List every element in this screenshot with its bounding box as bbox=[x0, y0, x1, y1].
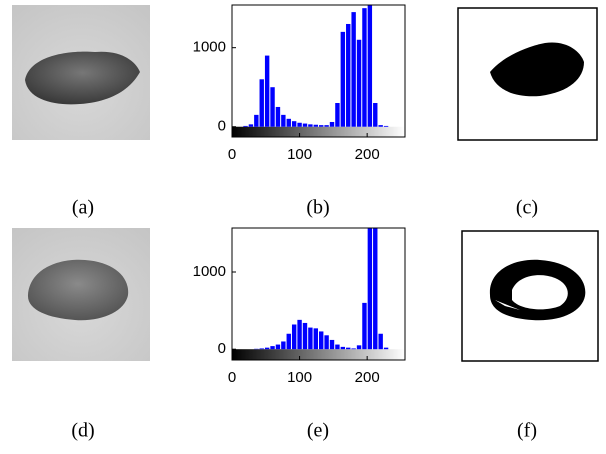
bar bbox=[297, 320, 301, 349]
bar bbox=[324, 125, 328, 127]
bar bbox=[260, 348, 264, 349]
bar bbox=[341, 347, 345, 349]
bar bbox=[319, 125, 323, 127]
bar bbox=[341, 32, 345, 127]
bar bbox=[373, 103, 377, 127]
bar bbox=[335, 345, 339, 350]
x-tick-label: 100 bbox=[287, 146, 312, 163]
bars bbox=[243, 5, 388, 127]
bar bbox=[270, 346, 274, 349]
bar bbox=[319, 331, 323, 349]
bar bbox=[243, 126, 247, 127]
bar bbox=[260, 79, 264, 126]
photo-a bbox=[12, 5, 150, 140]
bar bbox=[314, 125, 318, 127]
bar bbox=[292, 324, 296, 349]
bar bbox=[292, 121, 296, 127]
bar bbox=[346, 348, 350, 350]
y-tick-label: 1000 bbox=[193, 39, 226, 56]
bar bbox=[378, 334, 382, 349]
panel-label: (c) bbox=[516, 197, 538, 219]
bar bbox=[384, 348, 388, 350]
bar bbox=[335, 103, 339, 127]
bar bbox=[362, 8, 366, 127]
x-tick-label: 100 bbox=[287, 369, 312, 386]
bar bbox=[330, 122, 334, 127]
bar bbox=[265, 56, 269, 127]
panel-label: (f) bbox=[517, 420, 537, 442]
bar bbox=[308, 328, 312, 350]
y-tick-label: 0 bbox=[218, 340, 226, 357]
bar bbox=[357, 345, 361, 349]
y-tick-label: 1000 bbox=[193, 263, 226, 280]
histogram: 0 1000 0 100 200 bbox=[193, 210, 405, 386]
bar bbox=[287, 119, 291, 127]
bar bbox=[270, 87, 274, 127]
bar bbox=[351, 12, 355, 127]
bars bbox=[254, 210, 388, 349]
histogram: 0 1000 0 100 200 bbox=[193, 5, 405, 163]
colorbar bbox=[232, 127, 405, 137]
x-tick-label: 200 bbox=[355, 146, 380, 163]
bar bbox=[378, 125, 382, 127]
mask-c bbox=[458, 8, 597, 140]
bar bbox=[276, 107, 280, 127]
bar bbox=[368, 5, 372, 127]
bar bbox=[297, 123, 301, 127]
bar bbox=[368, 210, 372, 349]
bar bbox=[330, 340, 334, 349]
panel-label: (b) bbox=[306, 197, 329, 219]
bar bbox=[384, 126, 388, 127]
bar bbox=[303, 323, 307, 349]
panel-label: (a) bbox=[72, 197, 94, 219]
bar bbox=[303, 124, 307, 127]
bar bbox=[281, 115, 285, 127]
bar bbox=[362, 303, 366, 349]
bar bbox=[346, 24, 350, 127]
bar bbox=[324, 335, 328, 349]
x-tick-label: 0 bbox=[228, 146, 236, 163]
bar bbox=[308, 124, 312, 126]
bar bbox=[265, 348, 269, 350]
colorbar bbox=[232, 349, 405, 360]
bar bbox=[287, 334, 291, 349]
bar bbox=[254, 115, 258, 127]
bar bbox=[357, 40, 361, 127]
bar bbox=[314, 328, 318, 349]
panel-label: (d) bbox=[71, 420, 94, 442]
mask-f bbox=[462, 231, 598, 361]
y-tick-label: 0 bbox=[218, 118, 226, 135]
bar bbox=[249, 124, 253, 126]
bar bbox=[281, 341, 285, 349]
x-tick-label: 0 bbox=[228, 369, 236, 386]
panel-label: (e) bbox=[307, 420, 329, 442]
bar bbox=[373, 210, 377, 349]
bar bbox=[276, 345, 280, 350]
bar bbox=[351, 348, 355, 349]
x-tick-label: 200 bbox=[355, 369, 380, 386]
photo-d bbox=[12, 228, 150, 361]
